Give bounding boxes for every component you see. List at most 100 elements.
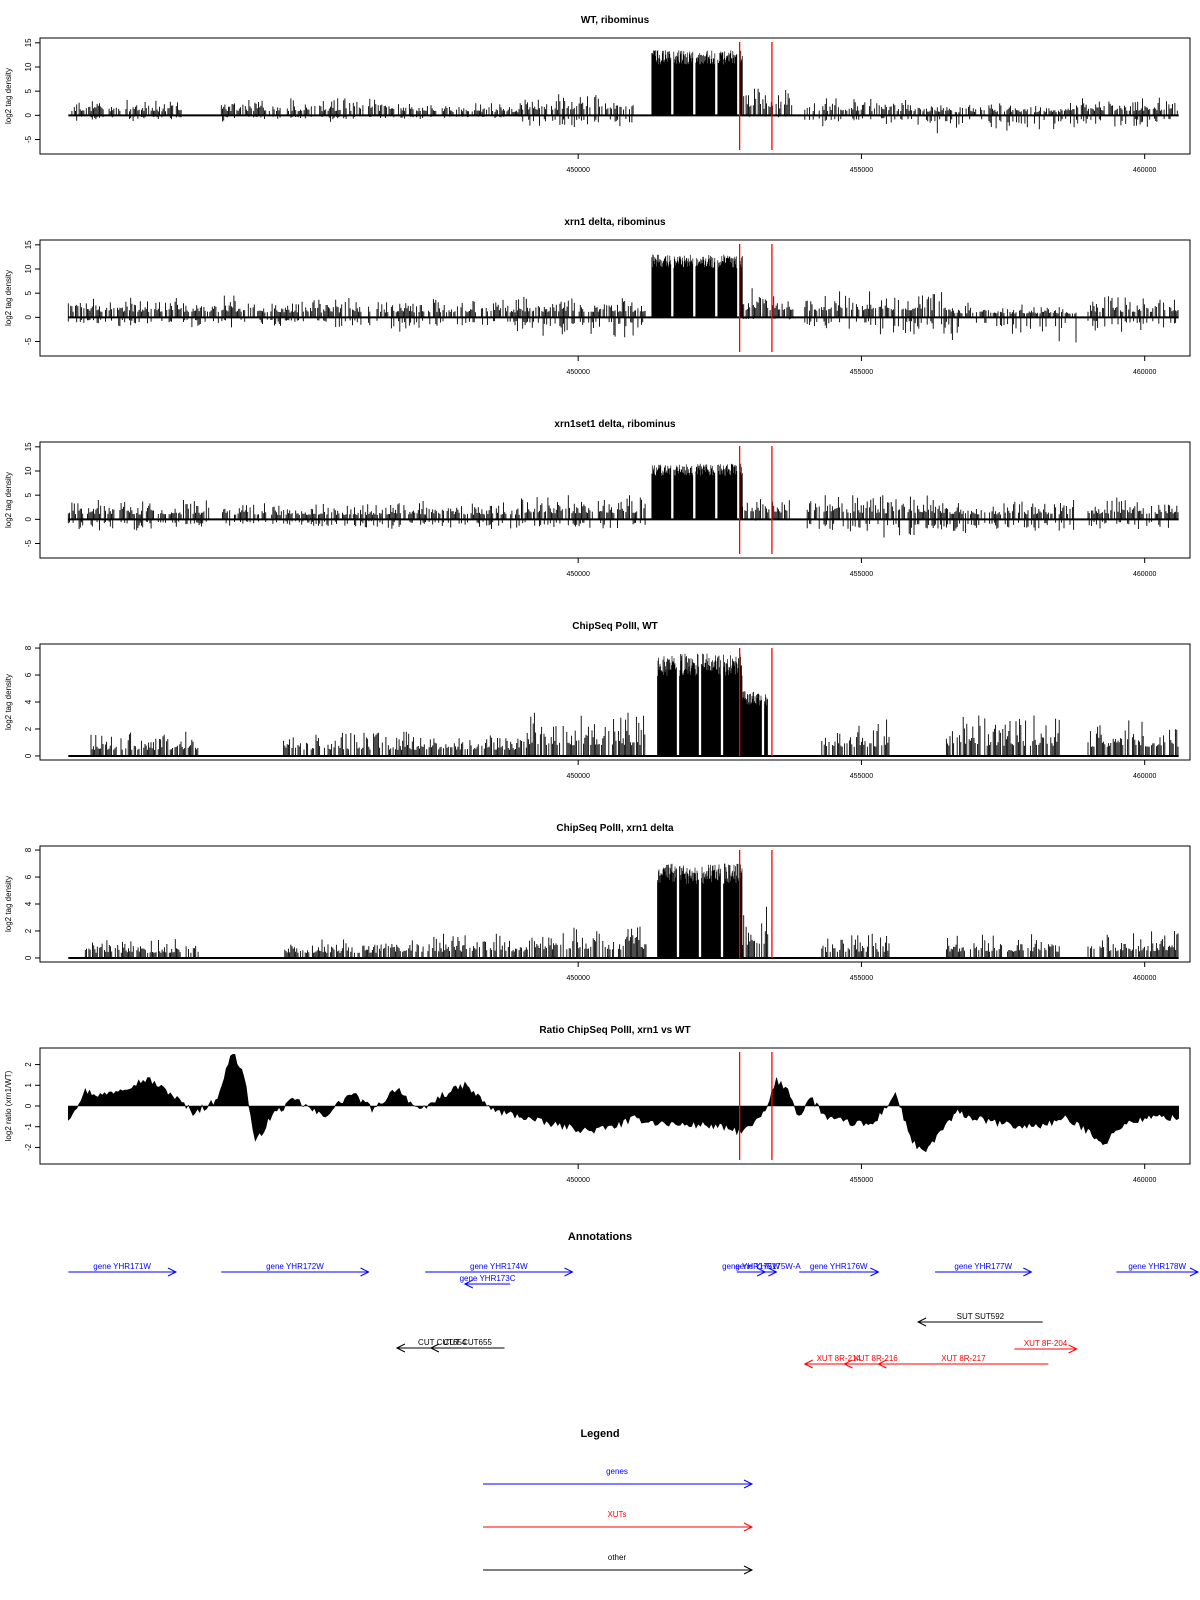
signal-region [526, 712, 646, 756]
annotation-label: gene YHR175W-A [735, 1262, 801, 1271]
x-tick-label: 460000 [1133, 975, 1156, 982]
annotation-label: SUT SUT592 [957, 1312, 1005, 1321]
plot-frame [39, 845, 1191, 963]
y-tick-label: 5 [24, 290, 33, 295]
signal-bars [1087, 720, 1179, 756]
signal-bars [804, 291, 947, 335]
signal-region [381, 731, 527, 756]
x-tick-label: 460000 [1133, 571, 1156, 578]
legend-title: Legend [580, 1428, 619, 1440]
annotation-label: XUT 8F-204 [1024, 1339, 1068, 1348]
signal-region [1087, 931, 1179, 958]
ratio-area [68, 1053, 1179, 1153]
chart-title: WT, ribominus [581, 15, 650, 26]
signal-region [821, 719, 890, 756]
data-track [67, 463, 1179, 538]
signal-bars [742, 499, 790, 521]
legend-entry-other: other [483, 1553, 754, 1575]
y-tick-label: 15 [24, 442, 33, 451]
signal-region [804, 291, 947, 335]
y-tick-label: 2 [24, 726, 33, 731]
plot-frame [39, 643, 1191, 761]
x-tick-label: 450000 [566, 773, 589, 780]
annotations-panel: Annotations gene YHR171W gene YHR172Wgene… [68, 1231, 1200, 1369]
signal-region [84, 939, 199, 958]
data-track [68, 50, 1179, 134]
arrow-head [870, 1267, 880, 1277]
x-tick-label: 460000 [1133, 1177, 1156, 1184]
signal-region [521, 94, 634, 128]
annotations-title: Annotations [568, 1231, 632, 1243]
signal-region [441, 103, 522, 118]
y-tick-label: 6 [24, 874, 33, 879]
signal-bars [651, 463, 743, 520]
signal-region [1087, 296, 1179, 332]
x-tick-label: 450000 [566, 1177, 589, 1184]
annotation-label: gene YHR175W [722, 1262, 780, 1271]
arrow-head [463, 1279, 474, 1289]
annotation-other: SUT SUT592 [916, 1312, 1043, 1327]
signal-bars [743, 88, 793, 118]
chart-title: ChipSeq PolII, xrn1 delta [556, 823, 674, 834]
signal-bars [1087, 931, 1179, 958]
signal-bars [67, 295, 255, 328]
data-track [68, 653, 1179, 757]
y-tick-label: 8 [24, 645, 33, 650]
legend-entries: genes XUTs other [483, 1467, 754, 1575]
signal-region [742, 906, 769, 958]
signal-region [222, 503, 381, 528]
y-tick-label: 0 [24, 113, 33, 118]
annotation-gene: gene YHR177W [935, 1262, 1033, 1277]
signal-region [651, 254, 743, 318]
signal-bars [67, 500, 210, 531]
annotation-xut: XUT 8F-204 [1014, 1339, 1078, 1354]
annotation-label: CUT CUT655 [444, 1338, 493, 1347]
signal-region [368, 98, 437, 119]
y-tick-label: -5 [24, 539, 33, 547]
arrow-head [167, 1267, 178, 1277]
arrow-head [429, 1343, 440, 1353]
x-tick-label: 455000 [850, 773, 873, 780]
signal-bars [220, 98, 364, 122]
signal-bars [521, 495, 646, 529]
signal-region [1087, 720, 1179, 756]
y-axis-label: log2 ratio (xrn1/WT) [4, 1070, 13, 1141]
chart-title: xrn1 delta, ribominus [564, 217, 666, 228]
arrow-head [803, 1359, 814, 1369]
y-axis-label: log2 tag density [4, 270, 13, 326]
arrow-head [916, 1317, 927, 1327]
y-tick-label: 0 [24, 315, 33, 320]
y-tick-label: 8 [24, 847, 33, 852]
x-tick-label: 455000 [850, 571, 873, 578]
annotation-gene: gene YHR175W-A [735, 1262, 801, 1277]
y-tick-label: 2 [24, 928, 33, 933]
signal-bars [90, 731, 199, 756]
y-tick-label: 0 [24, 955, 33, 960]
signal-bars [651, 254, 743, 318]
y-tick-label: 15 [24, 240, 33, 249]
x-tick-label: 450000 [566, 369, 589, 376]
arrow-head [743, 1565, 754, 1575]
signal-region [806, 495, 947, 538]
x-tick-label: 455000 [850, 975, 873, 982]
signal-region [948, 302, 1077, 343]
signal-bars [368, 299, 522, 332]
y-axis-label: log2 tag density [4, 876, 13, 932]
signal-bars [522, 296, 646, 338]
signal-region [743, 88, 793, 118]
chart-panel: Ratio ChipSeq PolII, xrn1 vs WT log2 rati… [4, 1025, 1191, 1184]
legend-label: genes [606, 1467, 628, 1476]
y-tick-label: 6 [24, 672, 33, 677]
signal-bars [284, 939, 381, 958]
signal-bars [945, 934, 1060, 958]
y-tick-label: 5 [24, 88, 33, 93]
chart-title: ChipSeq PolII, WT [572, 621, 658, 632]
annotation-xut: XUT 8R-217 [877, 1354, 1049, 1369]
y-tick-label: 0 [24, 517, 33, 522]
x-tick-label: 455000 [850, 167, 873, 174]
signal-region [917, 103, 1061, 134]
arrow-head [743, 1479, 754, 1489]
x-tick-label: 450000 [566, 571, 589, 578]
signal-bars [806, 495, 947, 538]
y-tick-label: -2 [24, 1143, 33, 1151]
